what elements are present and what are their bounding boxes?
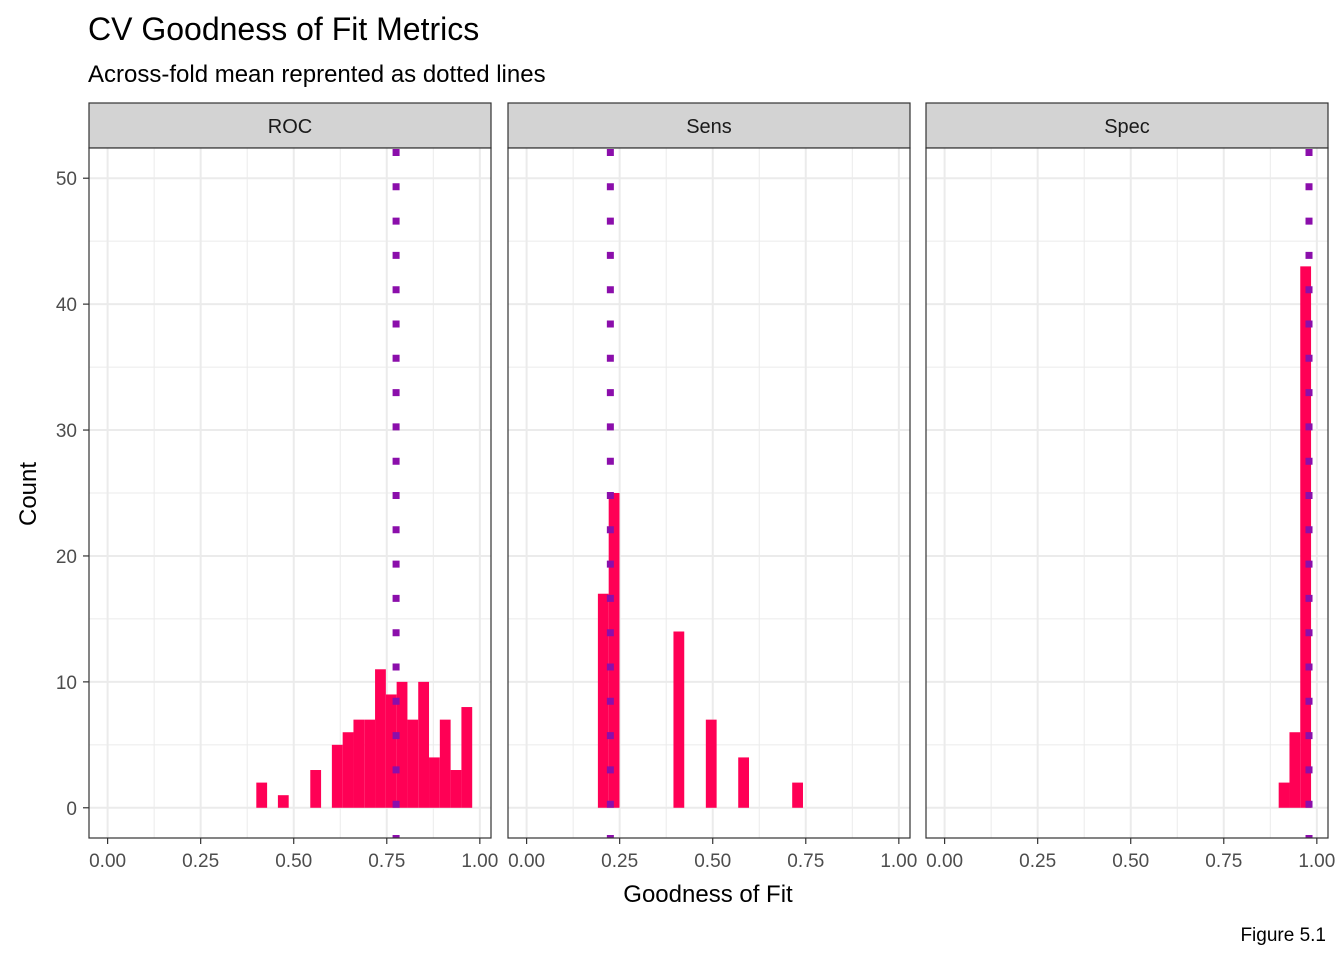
x-tick-label: 1.00	[461, 851, 498, 872]
strip-spec	[925, 102, 1329, 149]
x-tick-label: 0.25	[601, 851, 638, 872]
histogram-bar	[439, 719, 451, 808]
x-tick-label: 0.50	[694, 851, 731, 872]
histogram-bar	[673, 631, 685, 808]
histogram-bar	[418, 681, 430, 808]
strip-label-sens: Sens	[686, 116, 732, 138]
panel-roc: ROC 0.00 0.25 0.50 0.75 1.00	[88, 102, 498, 872]
histogram-bar	[1278, 782, 1290, 808]
chart-subtitle: Across-fold mean reprented as dotted lin…	[88, 61, 546, 88]
panel-border	[925, 147, 1329, 839]
histogram-bar	[1289, 732, 1301, 808]
x-tick-label: 0.25	[182, 851, 219, 872]
y-tick-label: 30	[56, 421, 77, 442]
panel-border	[507, 147, 911, 839]
histogram-bar	[1300, 266, 1312, 808]
x-tick-label: 0.75	[1205, 851, 1242, 872]
histogram-bar	[375, 669, 386, 808]
panels-layer: ROC 0.00 0.25 0.50 0.75 1.00 Sens 0.00 0.25 0.50 0…	[88, 102, 1335, 872]
histogram-bar	[256, 782, 268, 808]
y-tick-label: 40	[56, 295, 77, 316]
x-tick-label: 0.00	[926, 851, 963, 872]
histogram-bar	[461, 707, 473, 808]
histogram-bar	[353, 719, 365, 808]
strip-sens	[507, 102, 911, 149]
histogram-bar	[792, 782, 803, 808]
x-tick-label: 0.50	[1112, 851, 1149, 872]
histogram-bar	[705, 719, 717, 808]
histogram-bar	[450, 770, 462, 808]
panel-spec: Spec 0.00 0.25 0.50 0.75 1.00	[925, 102, 1335, 872]
histogram-bar	[429, 757, 440, 808]
histogram-bar	[396, 681, 408, 808]
histogram-bar	[738, 757, 750, 808]
histogram-bar	[385, 694, 397, 808]
strip-label-spec: Spec	[1104, 116, 1150, 138]
figure-caption: Figure 5.1	[1240, 925, 1326, 946]
strip-label-roc: ROC	[268, 116, 312, 138]
histogram-bar	[597, 593, 609, 808]
y-axis-title: Count	[15, 462, 42, 526]
strip-roc	[88, 102, 492, 149]
x-tick-label: 0.50	[275, 851, 312, 872]
y-tick-label: 10	[56, 673, 77, 694]
x-tick-label: 1.00	[1298, 851, 1335, 872]
x-tick-label: 1.00	[880, 851, 917, 872]
x-axis-title: Goodness of Fit	[623, 881, 793, 908]
panel-border	[88, 147, 492, 839]
histogram-bar	[331, 744, 343, 808]
chart-title: CV Goodness of Fit Metrics	[88, 11, 479, 47]
histogram-bar	[310, 770, 322, 808]
histogram-bar	[342, 732, 354, 808]
histogram-bar	[608, 493, 620, 808]
histogram-bar	[407, 719, 419, 808]
y-tick-label: 0	[66, 799, 77, 820]
x-tick-label: 0.00	[508, 851, 545, 872]
x-tick-label: 0.75	[787, 851, 824, 872]
y-tick-label: 50	[56, 169, 77, 190]
histogram-bar	[277, 795, 289, 808]
panel-sens: Sens 0.00 0.25 0.50 0.75 1.00	[507, 102, 917, 872]
x-tick-label: 0.75	[368, 851, 405, 872]
y-tick-label: 20	[56, 547, 77, 568]
x-tick-label: 0.00	[89, 851, 126, 872]
x-tick-label: 0.25	[1019, 851, 1056, 872]
histogram-bar	[364, 719, 376, 808]
y-axis: 0 10 20 30 40 50	[56, 169, 89, 820]
